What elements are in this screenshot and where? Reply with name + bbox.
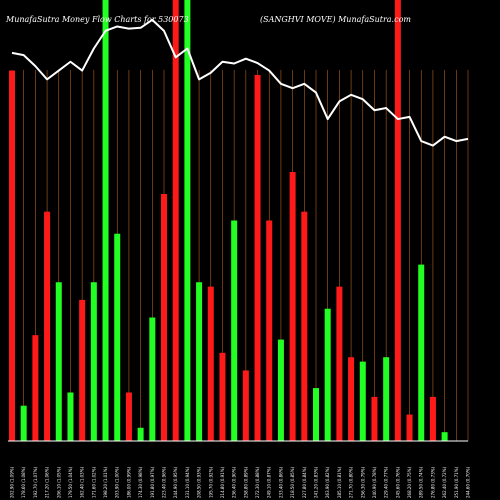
x-tick-label: 271.70 (0.80%) xyxy=(349,466,354,498)
x-tick-label: 231.10 (0.94%) xyxy=(185,466,190,498)
x-tick-label: 244.60 (0.70%) xyxy=(466,466,471,498)
x-tick-label: 249.10 (0.87%) xyxy=(267,466,272,498)
bar-2 xyxy=(20,405,27,441)
bar-6 xyxy=(67,392,74,441)
bar-23 xyxy=(266,220,273,441)
x-tick-label: 217.20 (1.06%) xyxy=(45,466,50,498)
bar-series xyxy=(9,0,448,442)
x-tick-label: 256.30 (0.79%) xyxy=(360,466,365,498)
bar-32 xyxy=(371,396,378,441)
x-tick-label: 227.80 (0.84%) xyxy=(302,466,307,498)
x-tick-label: 241.20 (0.83%) xyxy=(314,466,319,498)
x-tick-label: 198.20 (1.01%) xyxy=(103,466,108,498)
x-tick-label: 214.80 (0.91%) xyxy=(220,466,225,498)
chart-title-left: MunafaSutra Money Flow Charts for 530073 xyxy=(5,15,189,24)
money-flow-line xyxy=(11,18,469,147)
x-tick-label: 236.40 (0.90%) xyxy=(232,466,237,498)
x-tick-label: 192.70 (1.07%) xyxy=(33,466,38,498)
x-tick-label: 276.80 (0.73%) xyxy=(430,466,435,498)
bar-20 xyxy=(231,220,238,441)
x-tick-labels: 202.90 (1.09%) 178.60 (1.08%) 192.70 (1.07… xyxy=(10,466,471,498)
x-tick-label: 263.90 (0.82%) xyxy=(325,466,330,498)
bar-7 xyxy=(79,299,86,441)
x-tick-label: 203.90 (1.00%) xyxy=(115,466,120,498)
bar-27 xyxy=(313,388,319,441)
x-tick-label: 174.30 (0.98%) xyxy=(138,466,143,498)
bar-34 xyxy=(394,0,401,441)
bar-29 xyxy=(336,286,343,441)
x-tick-label: 233.40 (0.86%) xyxy=(278,466,283,498)
bar-26 xyxy=(301,211,308,441)
bar-11 xyxy=(125,392,132,441)
x-tick-label: 206.10 (1.05%) xyxy=(56,466,61,498)
bar-31 xyxy=(359,361,366,441)
x-tick-label: 251.90 (0.71%) xyxy=(454,466,459,498)
x-tick-label: 229.40 (0.77%) xyxy=(384,466,389,498)
bar-25 xyxy=(289,171,296,442)
x-tick-label: 195.70 (0.92%) xyxy=(208,466,213,498)
x-tick-label: 171.60 (1.02%) xyxy=(91,466,96,498)
bar-13 xyxy=(149,317,156,441)
x-tick-label: 244.90 (0.95%) xyxy=(173,466,178,498)
x-tick-label: 285.10 (0.81%) xyxy=(337,466,342,498)
x-tick-label: 202.90 (1.09%) xyxy=(10,466,15,498)
x-tick-label: 191.80 (0.97%) xyxy=(150,466,155,498)
x-tick-label: 223.40 (0.96%) xyxy=(162,466,167,498)
bar-36 xyxy=(418,264,425,441)
bar-9 xyxy=(102,0,109,441)
x-tick-label: 245.60 (0.76%) xyxy=(395,466,400,498)
bar-37 xyxy=(429,396,436,441)
bar-12 xyxy=(137,427,144,441)
bar-4 xyxy=(44,211,51,441)
bar-1 xyxy=(9,70,15,441)
bar-24 xyxy=(277,339,284,441)
x-tick-label: 268.20 (0.75%) xyxy=(407,466,412,498)
bar-16 xyxy=(184,0,191,441)
bar-38 xyxy=(441,432,448,441)
bar-22 xyxy=(254,74,261,441)
x-tick-label: 240.90 (0.78%) xyxy=(372,466,377,498)
x-tick-label: 262.40 (0.72%) xyxy=(442,466,447,498)
x-tick-label: 186.00 (0.99%) xyxy=(126,466,131,498)
x-tick-label: 218.50 (0.85%) xyxy=(290,466,295,498)
bar-15 xyxy=(172,0,179,441)
x-tick-label: 179.50 (1.04%) xyxy=(68,466,73,498)
bar-19 xyxy=(219,352,226,441)
bar-17 xyxy=(196,282,203,441)
x-tick-label: 178.60 (1.08%) xyxy=(21,466,26,498)
chart-title-right: (SANGHVI MOVE) MunafaSutra.com xyxy=(260,15,411,24)
bar-5 xyxy=(55,282,62,441)
bar-18 xyxy=(207,286,214,441)
bar-30 xyxy=(348,357,355,441)
x-tick-label: 162.40 (1.03%) xyxy=(80,466,85,498)
bar-35 xyxy=(406,414,413,441)
x-tick-label: 208.50 (0.93%) xyxy=(197,466,202,498)
x-tick-label: 258.80 (0.89%) xyxy=(243,466,248,498)
bar-14 xyxy=(161,194,167,441)
bar-33 xyxy=(383,357,390,441)
bar-21 xyxy=(242,370,249,441)
bar-3 xyxy=(32,335,39,441)
bar-28 xyxy=(324,308,331,441)
x-tick-label: 272.30 (0.88%) xyxy=(255,466,260,498)
bar-10 xyxy=(114,233,121,441)
x-tick-label: 289.50 (0.74%) xyxy=(419,466,424,498)
bar-8 xyxy=(90,282,97,441)
